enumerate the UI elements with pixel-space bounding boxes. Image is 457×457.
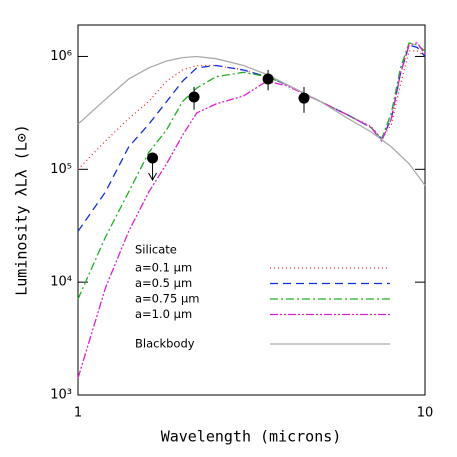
y-tick-label: 10⁴ <box>50 275 72 290</box>
y-tick-label: 10³ <box>50 388 72 403</box>
series-line <box>77 44 426 232</box>
legend-label: a=1.0 μm <box>135 307 192 321</box>
legend-label: a=0.5 μm <box>135 276 192 290</box>
data-point <box>262 73 274 85</box>
y-tick-label: 10⁶ <box>50 49 72 64</box>
plot-frame <box>77 24 426 396</box>
x-tick-label: 10 <box>417 406 434 421</box>
x-axis-label: Wavelength (microns) <box>161 428 342 446</box>
data-point <box>188 91 200 103</box>
legend-label: a=0.75 μm <box>135 292 199 306</box>
y-axis-label: Luminosity λLλ (L⊙) <box>13 124 31 296</box>
series-line <box>77 55 426 186</box>
y-tick-label: 10⁵ <box>50 162 72 177</box>
legend-label: a=0.1 μm <box>135 261 192 275</box>
legend-label: Blackbody <box>135 337 195 351</box>
data-point <box>147 152 159 164</box>
x-tick-label: 1 <box>74 406 82 421</box>
data-point <box>298 92 310 104</box>
legend-title: Silicate <box>135 243 177 257</box>
series-line <box>77 42 426 300</box>
series-line <box>77 42 426 379</box>
